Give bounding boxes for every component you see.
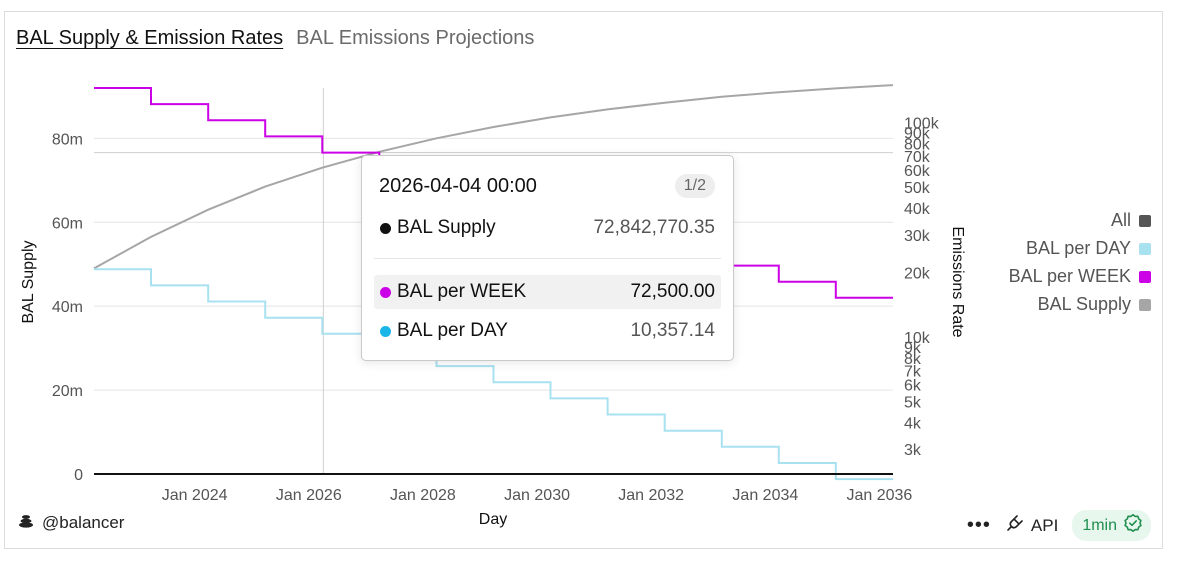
y-right-tick-label: 4k (904, 415, 922, 432)
legend-swatch-bal-supply (1139, 298, 1151, 311)
tooltip-dot-bal-per-day (380, 325, 391, 337)
y-right-tick-label: 70k (904, 149, 931, 166)
footer-actions: ••• API 1min (967, 510, 1151, 541)
y-right-tick-label: 10k (904, 330, 931, 347)
chart-tabs: BAL Supply & Emission Rates BAL Emission… (16, 27, 534, 50)
api-button[interactable]: API (1005, 513, 1058, 538)
api-label: API (1030, 515, 1059, 535)
refresh-badge[interactable]: 1min (1072, 510, 1151, 541)
legend-swatch-bal-per-week (1139, 270, 1151, 283)
y-right-tick-label: 7k (904, 363, 922, 380)
tooltip-page-indicator[interactable]: 1/2 (674, 174, 715, 198)
tooltip-row-bal-per-week: BAL per WEEK 72,500.00 (374, 275, 721, 309)
tooltip-value-bal-per-day: 10,357.14 (630, 320, 715, 341)
x-tick-label: Jan 2028 (390, 487, 456, 504)
y-right-tick-label: 90k (904, 125, 931, 142)
author-link[interactable]: @balancer (18, 513, 124, 533)
y-right-tick-label: 8k (904, 351, 922, 368)
series-line-bal-per-day (94, 268, 893, 481)
tooltip-value-bal-per-week: 72,500.00 (630, 281, 715, 302)
series-line-bal-supply (93, 84, 894, 270)
y-right-tick-label: 3k (904, 442, 922, 459)
x-tick-label: Jan 2024 (162, 487, 228, 504)
tooltip-label-bal-per-week: BAL per WEEK (397, 281, 527, 302)
legend-item-bal-per-day[interactable]: BAL per DAY (1026, 238, 1151, 259)
y-left-tick-label: 80m (52, 131, 83, 148)
x-axis-title: Day (479, 511, 507, 528)
legend-swatch-all (1139, 214, 1151, 227)
legend-item-all[interactable]: All (1111, 210, 1151, 231)
y-right-tick-label: 100k (904, 116, 940, 133)
y-right-tick-label: 60k (904, 163, 931, 180)
y-right-tick-label: 9k (904, 340, 922, 357)
y-left-tick-label: 0 (74, 467, 83, 484)
legend-label-all: All (1110, 210, 1131, 230)
x-tick-label: Jan 2030 (504, 487, 570, 504)
more-options-button[interactable]: ••• (966, 514, 991, 536)
refresh-label: 1min (1082, 516, 1117, 534)
legend-label-bal-supply: BAL Supply (1037, 294, 1131, 314)
y-right-tick-label: 50k (904, 180, 931, 197)
y-left-tick-label: 60m (52, 215, 83, 232)
tooltip-label-bal-per-day: BAL per DAY (397, 320, 508, 341)
tooltip-row-bal-per-day: BAL per DAY 10,357.14 (374, 314, 721, 348)
y-axis-left-title: BAL Supply (20, 240, 37, 323)
y-right-tick-label: 20k (904, 266, 931, 283)
tooltip-divider (374, 258, 721, 259)
author-name: @balancer (42, 513, 125, 532)
legend-swatch-bal-per-day (1139, 242, 1151, 255)
y-left-tick-label: 20m (52, 383, 83, 400)
legend-label-bal-per-day: BAL per DAY (1025, 238, 1131, 258)
y-right-tick-label: 6k (904, 378, 922, 395)
stacked-coins-icon (18, 513, 34, 533)
y-right-tick-label: 40k (904, 201, 931, 218)
x-tick-label: Jan 2036 (846, 487, 912, 504)
check-badge-icon (1123, 513, 1143, 538)
legend-item-bal-supply[interactable]: BAL Supply (1038, 294, 1151, 315)
x-tick-label: Jan 2032 (618, 487, 684, 504)
y-right-tick-label: 30k (904, 228, 931, 245)
y-axis-right-title: Emissions Rate (949, 226, 966, 337)
legend-label-bal-per-week: BAL per WEEK (1008, 266, 1131, 286)
x-tick-label: Jan 2026 (276, 487, 342, 504)
tooltip-dot-bal-supply (380, 222, 391, 234)
y-right-tick-label: 5k (904, 395, 922, 412)
tooltip-label-bal-supply: BAL Supply (397, 217, 496, 238)
legend: All BAL per DAY BAL per WEEK BAL Supply (1009, 210, 1151, 315)
x-tick-label: Jan 2034 (732, 487, 798, 504)
plug-icon (1005, 513, 1025, 538)
chart-tooltip: 2026-04-04 00:00 1/2 BAL Supply 72,842,7… (361, 155, 734, 361)
tooltip-value-bal-supply: 72,842,770.35 (593, 217, 715, 238)
tooltip-row-bal-supply: BAL Supply 72,842,770.35 (374, 211, 721, 245)
y-right-tick-label: 80k (904, 136, 931, 153)
tab-emissions-projections[interactable]: BAL Emissions Projections (296, 27, 535, 49)
legend-item-bal-per-week[interactable]: BAL per WEEK (1009, 266, 1151, 287)
y-left-tick-label: 40m (52, 299, 83, 316)
tooltip-date: 2026-04-04 00:00 (379, 175, 537, 197)
tab-supply-emission-rates[interactable]: BAL Supply & Emission Rates (16, 27, 284, 49)
tooltip-dot-bal-per-week (380, 286, 391, 298)
